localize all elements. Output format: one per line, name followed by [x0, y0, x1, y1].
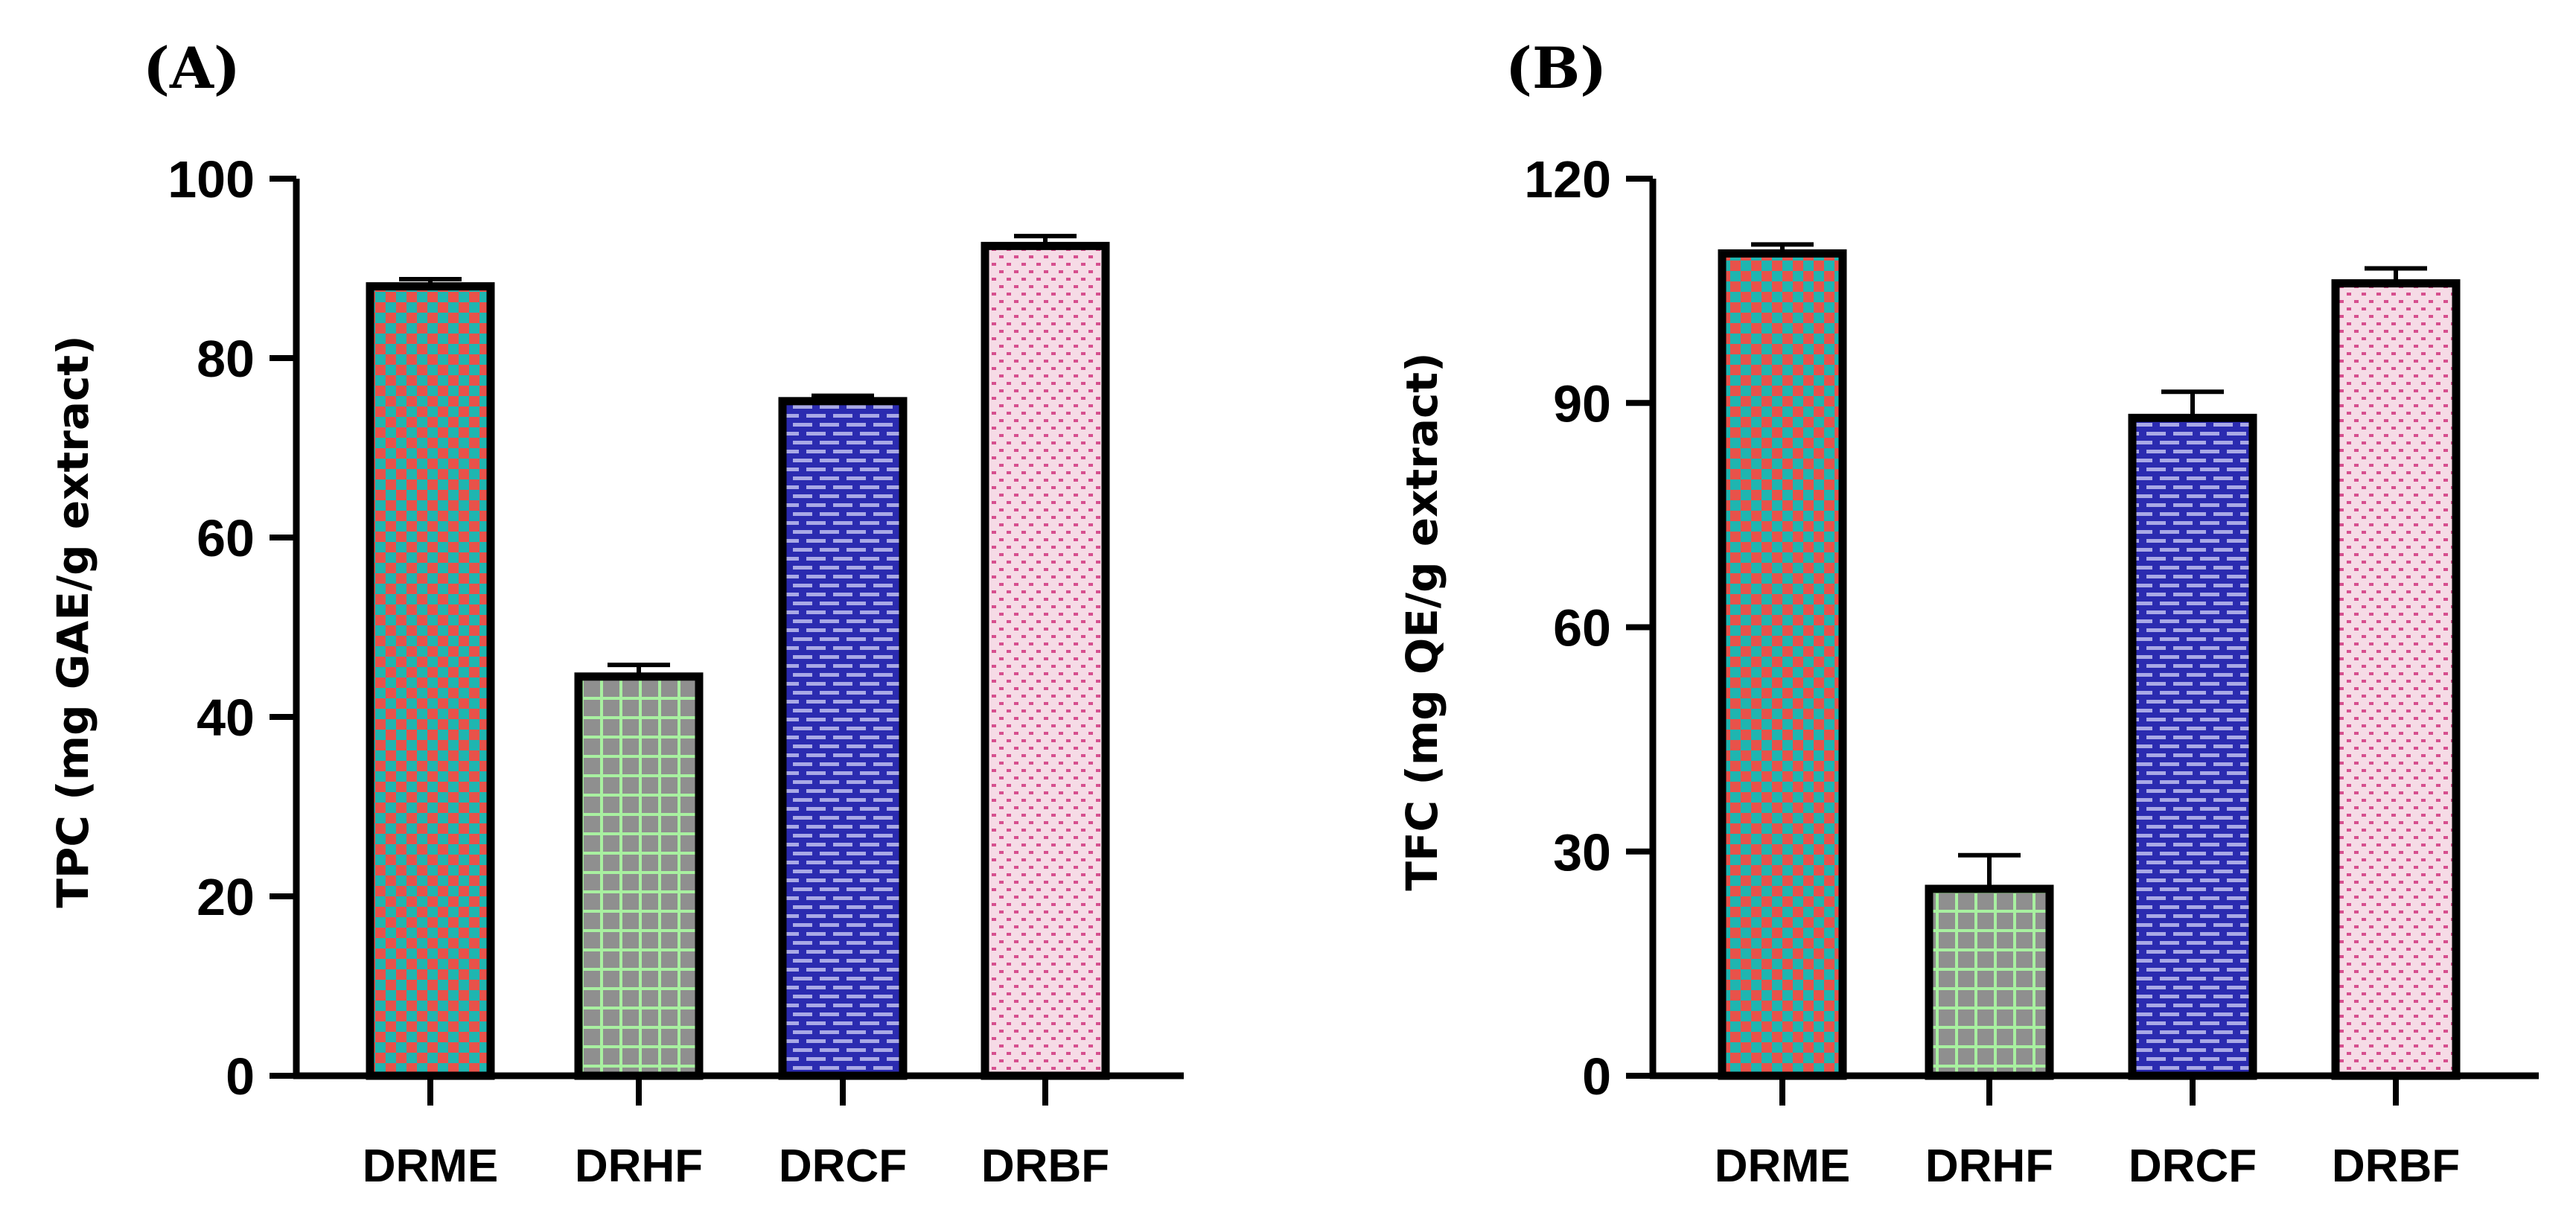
bar-drme-a — [366, 282, 495, 1080]
y-tick-label-a: 0 — [226, 1047, 255, 1106]
y-axis-title-b: TFC (mg QE/g extract) — [1397, 352, 1447, 890]
chart-panel-a: (A) TPC (mg GAE/g extract) 0 20 40 60 80 100 D… — [48, 35, 1184, 1192]
y-tick-label-b: 30 — [1553, 823, 1611, 881]
panel-label-b: (B) — [1505, 35, 1607, 101]
y-tick-label-a: 80 — [197, 330, 255, 388]
chart-panel-b: (B) TFC (mg QE/g extract) 0 30 60 90 120 DRME… — [1397, 35, 2539, 1192]
y-tick-label-a: 100 — [168, 150, 255, 208]
x-tick-label-a: DRCF — [779, 1141, 907, 1192]
x-tick-label-b: DRBF — [2332, 1141, 2460, 1192]
bar-drme-b — [1718, 249, 1847, 1080]
y-axis-title-a: TPC (mg GAE/g extract) — [48, 335, 98, 908]
y-tick-label-b: 90 — [1553, 374, 1611, 433]
y-tick-label-b: 120 — [1524, 150, 1611, 208]
panel-label-a: (A) — [143, 35, 240, 101]
y-tick-label-a: 60 — [197, 509, 255, 567]
x-tick-label-b: DRCF — [2129, 1141, 2257, 1192]
bar-drhf-b — [1925, 884, 2054, 1080]
bar-drcf-b — [2128, 413, 2257, 1080]
bar-drbf-a — [981, 241, 1110, 1080]
x-tick-label-a: DRME — [363, 1141, 499, 1192]
x-tick-label-b: DRHF — [1925, 1141, 2053, 1192]
y-tick-label-b: 0 — [1582, 1047, 1611, 1106]
y-tick-label-b: 60 — [1553, 599, 1611, 657]
bar-drcf-a — [778, 397, 908, 1080]
y-tick-label-a: 20 — [197, 868, 255, 926]
bar-drhf-a — [574, 672, 704, 1080]
x-tick-label-a: DRBF — [981, 1141, 1109, 1192]
x-tick-label-b: DRME — [1715, 1141, 1851, 1192]
y-tick-label-a: 40 — [197, 689, 255, 747]
x-tick-label-a: DRHF — [575, 1141, 703, 1192]
bar-drbf-b — [2331, 279, 2461, 1080]
